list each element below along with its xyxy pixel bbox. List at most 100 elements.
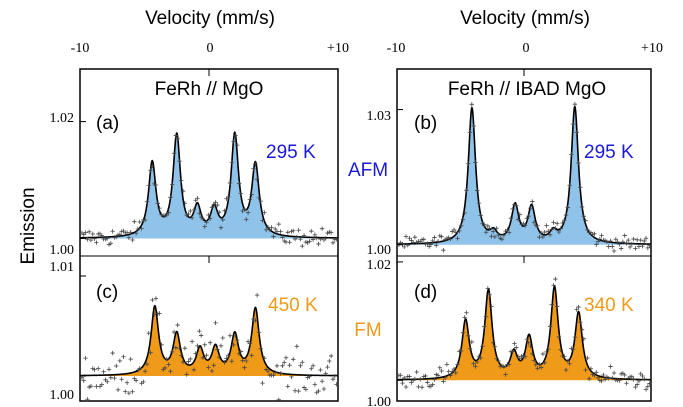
data-point <box>501 232 507 238</box>
data-point <box>233 333 238 339</box>
data-point <box>155 201 160 206</box>
data-point <box>334 382 339 387</box>
data-point <box>226 194 231 200</box>
data-point <box>480 344 485 349</box>
panel-letter: (a) <box>96 113 119 134</box>
data-point <box>601 372 606 378</box>
data-point <box>260 218 265 223</box>
data-point <box>466 333 471 339</box>
data-point <box>292 388 298 393</box>
data-point <box>409 380 414 385</box>
data-point <box>402 244 407 250</box>
data-point <box>416 384 421 390</box>
data-point <box>473 364 478 369</box>
data-point <box>323 236 328 241</box>
data-point <box>90 231 95 237</box>
panel-b: FeRh // IBAD MgO (b) 295 K 1.00 1.03 <box>367 69 652 258</box>
data-point <box>110 350 115 356</box>
data-point <box>334 236 339 242</box>
data-point <box>572 101 578 107</box>
data-point <box>546 228 551 234</box>
data-point <box>242 207 247 212</box>
data-point <box>442 375 448 381</box>
data-point <box>489 304 494 309</box>
data-point <box>451 227 457 233</box>
data-point <box>645 384 651 389</box>
data-point <box>182 201 188 206</box>
spectrum-fill <box>80 305 338 376</box>
data-point <box>179 353 184 358</box>
data-point <box>280 235 285 240</box>
panel-letter: (b) <box>414 113 437 134</box>
data-point <box>631 377 636 382</box>
data-point <box>327 358 332 364</box>
data-point <box>119 377 124 382</box>
data-point <box>285 384 291 389</box>
data-point <box>610 375 615 381</box>
data-point <box>146 330 151 336</box>
data-point <box>206 365 211 370</box>
y-tick-label-high: 1.02 <box>367 258 392 273</box>
data-point <box>398 373 403 378</box>
data-point <box>312 232 318 238</box>
data-point <box>451 366 457 372</box>
data-point <box>157 311 162 316</box>
data-point <box>301 233 307 238</box>
data-point <box>209 368 215 374</box>
data-point <box>220 217 226 222</box>
panel-temperature: 450 K <box>268 295 318 316</box>
data-point <box>574 307 579 312</box>
data-point <box>142 217 148 223</box>
data-point <box>258 198 263 204</box>
data-point <box>540 234 546 240</box>
data-point <box>638 237 643 243</box>
data-point <box>202 342 207 347</box>
data-point <box>517 212 523 217</box>
data-point <box>310 363 316 368</box>
data-point <box>606 376 611 381</box>
panel-a: FeRh // MgO (a) 295 K 1.00 1.02 <box>50 69 339 258</box>
data-point <box>487 226 492 231</box>
data-point <box>95 366 101 371</box>
data-point <box>496 358 501 364</box>
data-point <box>407 236 412 241</box>
data-point <box>207 340 213 345</box>
data-point <box>227 333 233 338</box>
data-point <box>222 208 227 214</box>
panel-temperature: 295 K <box>266 142 316 163</box>
data-point <box>216 354 222 360</box>
data-point <box>121 354 126 359</box>
y-ticks <box>80 69 210 239</box>
data-point <box>485 223 491 229</box>
x-axis-title-left: Velocity (mm/s) <box>145 8 275 29</box>
y-ticks <box>397 69 525 246</box>
panel-d: (d) 340 K 1.00 1.02 <box>367 256 652 407</box>
data-point <box>316 241 321 247</box>
data-point <box>92 367 97 372</box>
data-point <box>148 350 153 355</box>
data-point <box>108 241 114 246</box>
data-point <box>418 377 423 382</box>
data-point <box>528 206 533 211</box>
data-point <box>631 236 636 242</box>
data-point <box>599 378 604 384</box>
data-point <box>608 364 613 369</box>
data-point <box>537 362 542 367</box>
panel-temperature: 295 K <box>584 142 634 163</box>
data-point <box>236 181 242 186</box>
data-point <box>494 226 499 231</box>
data-point <box>269 225 274 230</box>
data-point <box>471 123 476 129</box>
data-point <box>258 346 263 352</box>
data-point <box>492 344 498 349</box>
data-point <box>585 227 590 233</box>
data-point <box>455 362 460 367</box>
data-point <box>321 386 327 392</box>
data-point <box>542 229 547 235</box>
data-point <box>419 385 425 390</box>
panel-sample-label: FeRh // MgO <box>155 79 264 100</box>
data-point <box>526 340 531 345</box>
data-point <box>213 320 218 326</box>
data-point <box>157 205 162 211</box>
x-axis-title-right: Velocity (mm/s) <box>460 8 590 29</box>
